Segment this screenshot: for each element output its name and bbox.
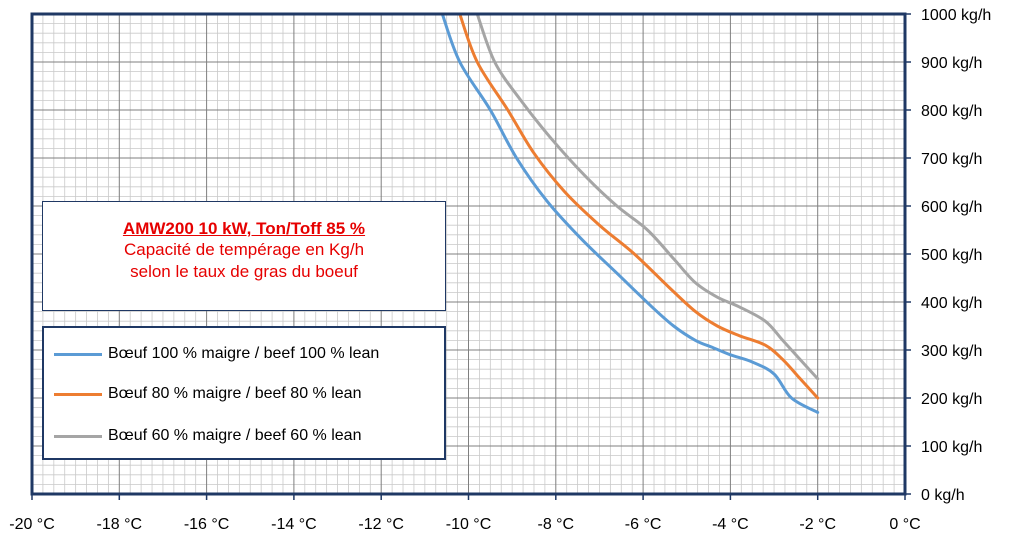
y-tick-label: 1000 kg/h xyxy=(921,7,991,24)
y-tick-label: 0 kg/h xyxy=(921,487,965,504)
x-tick-label: -12 °C xyxy=(358,516,404,533)
legend-swatch-100-lean xyxy=(54,352,102,356)
x-tick-label: -20 °C xyxy=(9,516,55,533)
chart-subtitle-line-1: Capacité de tempérage en Kg/h xyxy=(123,240,365,259)
y-tick-label: 400 kg/h xyxy=(921,295,982,312)
series-layer xyxy=(440,12,820,414)
y-tick-label: 100 kg/h xyxy=(921,439,982,456)
legend-item-100-lean: Bœuf 100 % maigre / beef 100 % lean xyxy=(54,344,379,364)
chart-subtitle-line-2: selon le taux de gras du boeuf xyxy=(130,262,358,281)
y-tick-label: 500 kg/h xyxy=(921,247,982,264)
legend-label-60-lean: Bœuf 60 % maigre / beef 60 % lean xyxy=(108,427,362,444)
y-tick-label: 300 kg/h xyxy=(921,343,982,360)
x-axis: -20 °C -18 °C -16 °C -14 °C -12 °C -10 °C -8 °… xyxy=(9,494,921,533)
x-tick-label: -6 °C xyxy=(625,516,662,533)
series-line-0 xyxy=(440,12,820,414)
x-tick-label: -8 °C xyxy=(537,516,574,533)
y-tick-label: 200 kg/h xyxy=(921,391,982,408)
legend-swatch-60-lean xyxy=(54,434,102,438)
legend: Bœuf 100 % maigre / beef 100 % lean Bœuf… xyxy=(42,326,446,460)
x-tick-label: -14 °C xyxy=(271,516,317,533)
y-tick-label: 800 kg/h xyxy=(921,103,982,120)
y-axis: 0 kg/h 100 kg/h 200 kg/h 300 kg/h 400 kg/h 50… xyxy=(905,7,991,504)
chart-title: AMW200 10 kW, Ton/Toff 85 % xyxy=(122,219,366,238)
legend-item-60-lean: Bœuf 60 % maigre / beef 60 % lean xyxy=(54,426,361,446)
x-tick-label: 0 °C xyxy=(889,516,920,533)
x-tick-label: -16 °C xyxy=(184,516,230,533)
series-line-2 xyxy=(475,12,820,381)
x-tick-label: -2 °C xyxy=(799,516,836,533)
x-tick-label: -10 °C xyxy=(446,516,492,533)
series-line-1 xyxy=(458,12,820,400)
legend-swatch-80-lean xyxy=(54,392,102,396)
y-tick-label: 600 kg/h xyxy=(921,199,982,216)
chart-title-box: AMW200 10 kW, Ton/Toff 85 % Capacité de … xyxy=(42,201,446,311)
y-tick-label: 700 kg/h xyxy=(921,151,982,168)
legend-label-100-lean: Bœuf 100 % maigre / beef 100 % lean xyxy=(108,345,380,362)
y-tick-label: 900 kg/h xyxy=(921,55,982,72)
x-tick-label: -4 °C xyxy=(712,516,749,533)
x-tick-label: -18 °C xyxy=(97,516,143,533)
legend-label-80-lean: Bœuf 80 % maigre / beef 80 % lean xyxy=(108,385,362,402)
legend-item-80-lean: Bœuf 80 % maigre / beef 80 % lean xyxy=(54,384,361,404)
